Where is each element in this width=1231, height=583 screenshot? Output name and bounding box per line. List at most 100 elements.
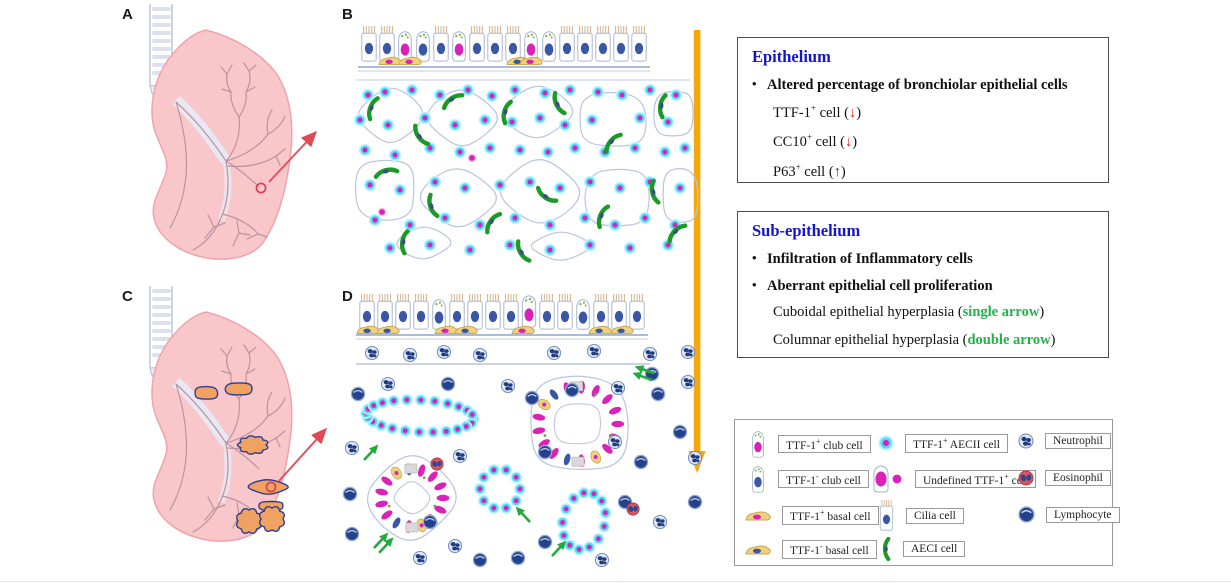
aec1-cell: [658, 95, 665, 117]
aec2-cell: [400, 393, 413, 406]
cil-cell: [487, 25, 503, 62]
lymphocyte-cell: [422, 514, 438, 530]
legend-row: AECI cell: [881, 537, 966, 561]
club-cell: [542, 31, 556, 62]
aec2-cell: [427, 426, 440, 439]
panel-label-b: B: [342, 6, 353, 23]
aec2-cell: [523, 175, 537, 189]
legend-label: Lymphocyte: [1046, 506, 1120, 523]
aec2-cell: [599, 506, 612, 519]
neutrophil-icon: [1018, 433, 1034, 449]
basal-cell: [588, 325, 612, 335]
aec2-cell: [458, 181, 472, 195]
cil-cell: [593, 293, 609, 330]
legend-label: TTF-1+ basal cell: [782, 506, 879, 525]
legend-label: TTF-1+ club cell: [778, 434, 871, 454]
aec2-cell: [613, 181, 627, 195]
aec1-cell: [412, 126, 428, 146]
subepithelium-bullet-1-text: Infiltration of Inflammatory cells: [767, 251, 973, 267]
aec2-cell: [477, 471, 490, 484]
aec2-cell: [438, 211, 452, 225]
aec2-cell: [361, 88, 375, 102]
aec2-cell: [585, 113, 599, 127]
aec2-cell: [578, 211, 592, 225]
aec2-cell: [423, 238, 437, 252]
aec2-cell: [577, 486, 590, 499]
aec2-cell: [388, 148, 402, 162]
epithelium-findings-box: Epithelium • Altered percentage of bronc…: [737, 37, 1109, 183]
legend-row: Cilia cell: [878, 500, 964, 531]
panel-label-a: A: [122, 6, 133, 23]
lymphocyte-cell: [687, 494, 703, 510]
legend-row: Eosinophil: [1018, 470, 1111, 486]
subepithelium-findings-box: Sub-epithelium • Infiltration of Inflamm…: [737, 211, 1109, 358]
legend-label: Neutrophil: [1045, 433, 1111, 449]
cil-cell: [505, 25, 521, 62]
subepithelium-bullet-1: • Infiltration of Inflammatory cells: [752, 250, 1094, 268]
bullet-dot: •: [752, 277, 757, 293]
aec2-cell: [658, 145, 672, 159]
aec2-cell: [673, 181, 687, 195]
aec2-cell: [403, 218, 417, 232]
cilia-cell-icon: [879, 500, 894, 531]
aec2-cell: [541, 145, 555, 159]
neutrophil-cell: [402, 347, 418, 363]
legend-row: TTF-1+ AECII cell: [878, 434, 1008, 453]
aec2-cell: [678, 141, 692, 155]
aec2-cell: [505, 115, 519, 129]
aec2-cell: [500, 464, 513, 476]
lymphocyte-cell: [524, 390, 540, 406]
aec2-cell: [508, 211, 522, 225]
cil-cell: [557, 293, 573, 330]
aec2-cell: [628, 141, 642, 155]
neutrophil-cell: [680, 374, 696, 390]
undefined-ttf1-cell-icon: [873, 465, 902, 493]
neutrophil-cell: [447, 538, 463, 554]
aec2-cell: [381, 118, 395, 132]
aec2-cell: [543, 243, 557, 257]
legend-row: TTF-1- club cell: [749, 465, 869, 493]
single-green-arrow-icon: [363, 444, 379, 461]
lymphocyte-cell: [537, 444, 553, 460]
aec2-cell: [483, 141, 497, 155]
aec2-cell: [503, 238, 517, 252]
aec2-cell: [538, 86, 552, 100]
cil-cell: [361, 25, 377, 62]
panel-label-c: C: [122, 288, 133, 305]
legend-row: TTF-1+ club cell: [749, 430, 871, 458]
cil-cell: [631, 25, 647, 62]
legend-row: Undefined TTF-1+ cell: [870, 464, 1037, 494]
neutrophil-cell: [472, 347, 488, 363]
aec2-cell: [440, 425, 453, 438]
aec2-cell: [451, 423, 464, 436]
neutrophil-cell: [380, 376, 396, 392]
double-green-arrow-icon: [373, 532, 394, 554]
down-arrow-icon: ↓: [844, 134, 853, 151]
aec2-cell: [591, 85, 605, 99]
aec2-cell: [500, 502, 513, 514]
aec2-cell: [608, 218, 622, 232]
aec2-cell: [556, 516, 569, 529]
aec2-cell: [413, 426, 426, 438]
neutrophil-cell: [610, 380, 626, 396]
legend-row: TTF-1- basal cell: [745, 540, 877, 559]
aec2-cell: [638, 211, 652, 225]
single-green-arrow-icon: [515, 506, 531, 523]
single-green-arrow-icon: [551, 540, 567, 557]
neutrophil-cell: [546, 345, 562, 361]
legend-label: TTF-1+ AECII cell: [905, 434, 1008, 453]
aec2-cell: [363, 178, 377, 192]
cil-cell: [613, 25, 629, 62]
down-arrow-icon: ↓: [848, 104, 857, 121]
aec1-cell: [375, 167, 397, 177]
aec2-cell: [563, 83, 577, 97]
neutrophil-cell: [500, 378, 516, 394]
ttf1-pos-basal-cell-icon: [745, 511, 771, 521]
legend-label: TTF-1- basal cell: [782, 540, 877, 559]
aec2-cell: [378, 85, 392, 99]
subepithelium-bullet-2: • Aberrant epithelial cell proliferation: [752, 277, 1094, 295]
aec2-cell: [453, 145, 467, 159]
epithelium-bullet: • Altered percentage of bronchiolar epit…: [752, 76, 1094, 94]
